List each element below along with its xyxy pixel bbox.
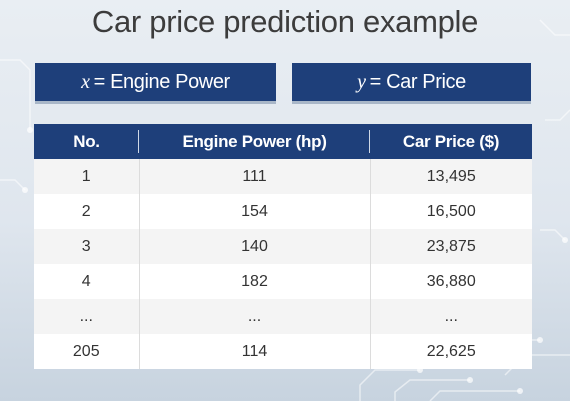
cell-no: 2 — [34, 194, 140, 229]
x-symbol: x — [81, 70, 90, 93]
table-row: 3 140 23,875 — [34, 229, 532, 264]
cell-car-price: 23,875 — [370, 229, 532, 264]
y-symbol: y — [357, 70, 366, 93]
cell-car-price: 16,500 — [370, 194, 532, 229]
x-variable-label: = Engine Power — [93, 70, 231, 93]
table-row: 1 111 13,495 — [34, 159, 532, 194]
cell-no: 3 — [34, 229, 140, 264]
header-no: No. — [34, 124, 139, 159]
cell-engine-power: 182 — [139, 264, 371, 299]
table-row: ... ... ... — [34, 299, 532, 334]
cell-car-price: 22,625 — [370, 334, 532, 369]
page-title: Car price prediction example — [91, 4, 479, 39]
cell-no: 1 — [34, 159, 140, 194]
cell-engine-power: ... — [139, 299, 371, 334]
table-row: 4 182 36,880 — [34, 264, 532, 299]
table-header-row: No. Engine Power (hp) Car Price ($) — [34, 124, 532, 159]
y-variable-label: = Car Price — [369, 70, 467, 93]
header-car-price: Car Price ($) — [370, 124, 532, 159]
cell-engine-power: 114 — [139, 334, 371, 369]
header-engine-power: Engine Power (hp) — [139, 124, 370, 159]
table-row: 205 114 22,625 — [34, 334, 532, 369]
cell-car-price: ... — [370, 299, 532, 334]
x-variable-box: x = Engine Power — [35, 63, 276, 101]
cell-car-price: 13,495 — [370, 159, 532, 194]
cell-no: ... — [34, 299, 140, 334]
car-price-table: No. Engine Power (hp) Car Price ($) 1 11… — [34, 124, 532, 369]
cell-engine-power: 140 — [139, 229, 371, 264]
table-row: 2 154 16,500 — [34, 194, 532, 229]
cell-engine-power: 111 — [139, 159, 371, 194]
cell-no: 205 — [34, 334, 140, 369]
cell-car-price: 36,880 — [370, 264, 532, 299]
cell-no: 4 — [34, 264, 140, 299]
y-variable-box: y = Car Price — [292, 63, 531, 101]
cell-engine-power: 154 — [139, 194, 371, 229]
